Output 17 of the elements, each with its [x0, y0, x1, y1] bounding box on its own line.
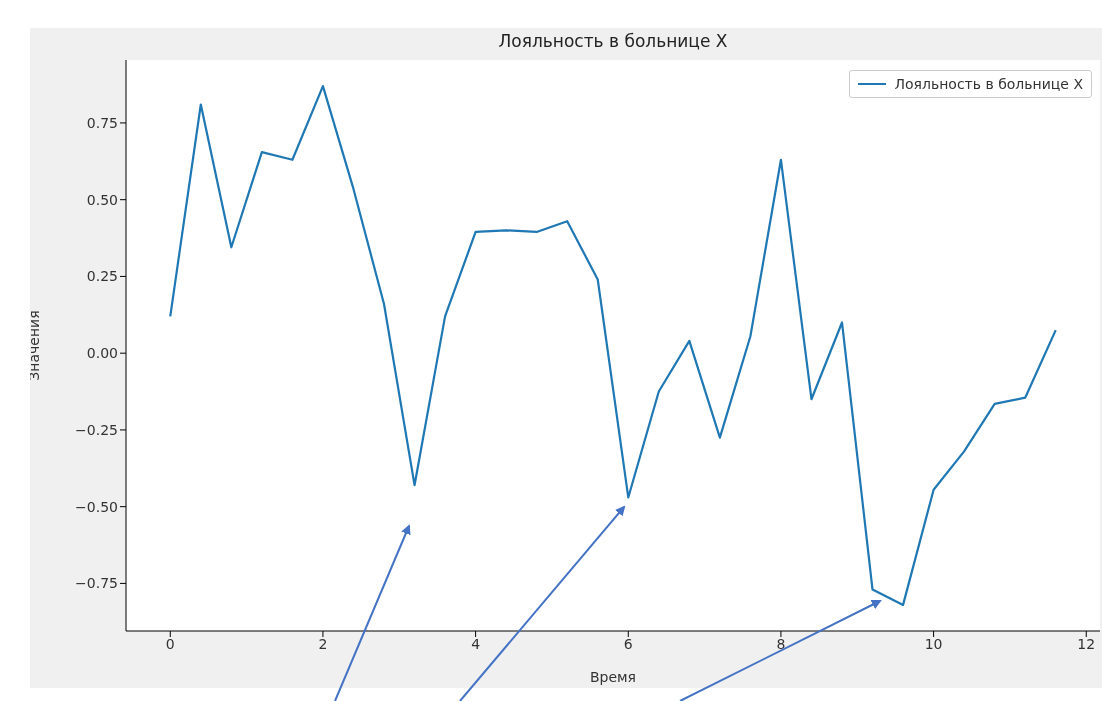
x-tick-label: 4: [471, 635, 481, 652]
x-tick-label: 10: [924, 635, 943, 652]
y-tick-label: 0.00: [86, 345, 118, 362]
x-axis-title: Время: [589, 669, 637, 685]
y-tick-label: −0.75: [75, 575, 118, 592]
y-tick-label: 0.75: [86, 114, 118, 131]
y-tick-label: 0.50: [86, 191, 118, 208]
y-tick-label: −0.50: [75, 498, 118, 515]
x-tick-label: 2: [318, 635, 328, 652]
y-tick-label: −0.25: [75, 421, 118, 438]
chart-title: Лояльность в больнице X: [497, 31, 729, 51]
x-tick-label: 0: [165, 635, 175, 652]
x-tick-label: 6: [623, 635, 633, 652]
legend-label: Лояльность в больнице X: [894, 76, 1083, 92]
x-tick-label: 8: [776, 635, 786, 652]
y-tick-label: 0.25: [86, 268, 118, 285]
x-tick-label: 12: [1077, 635, 1096, 652]
